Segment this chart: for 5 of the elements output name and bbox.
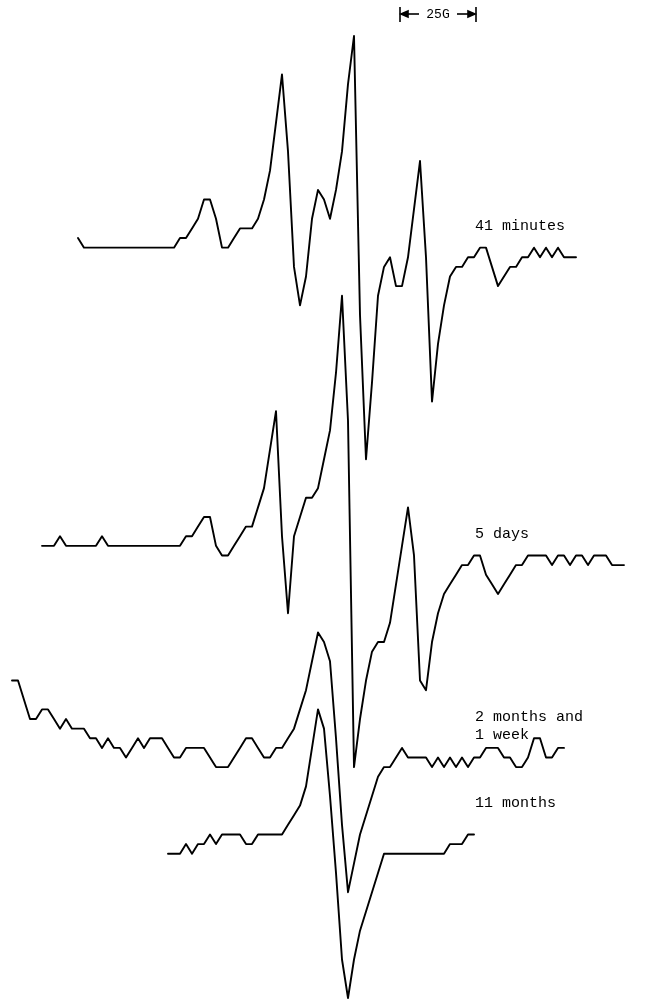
series-label: 2 months and 1 week <box>475 708 584 744</box>
series-label: 11 months <box>475 795 557 813</box>
series-label: 41 minutes <box>475 218 566 236</box>
text: 25G <box>426 7 450 22</box>
series-label: 5 days <box>475 526 530 544</box>
